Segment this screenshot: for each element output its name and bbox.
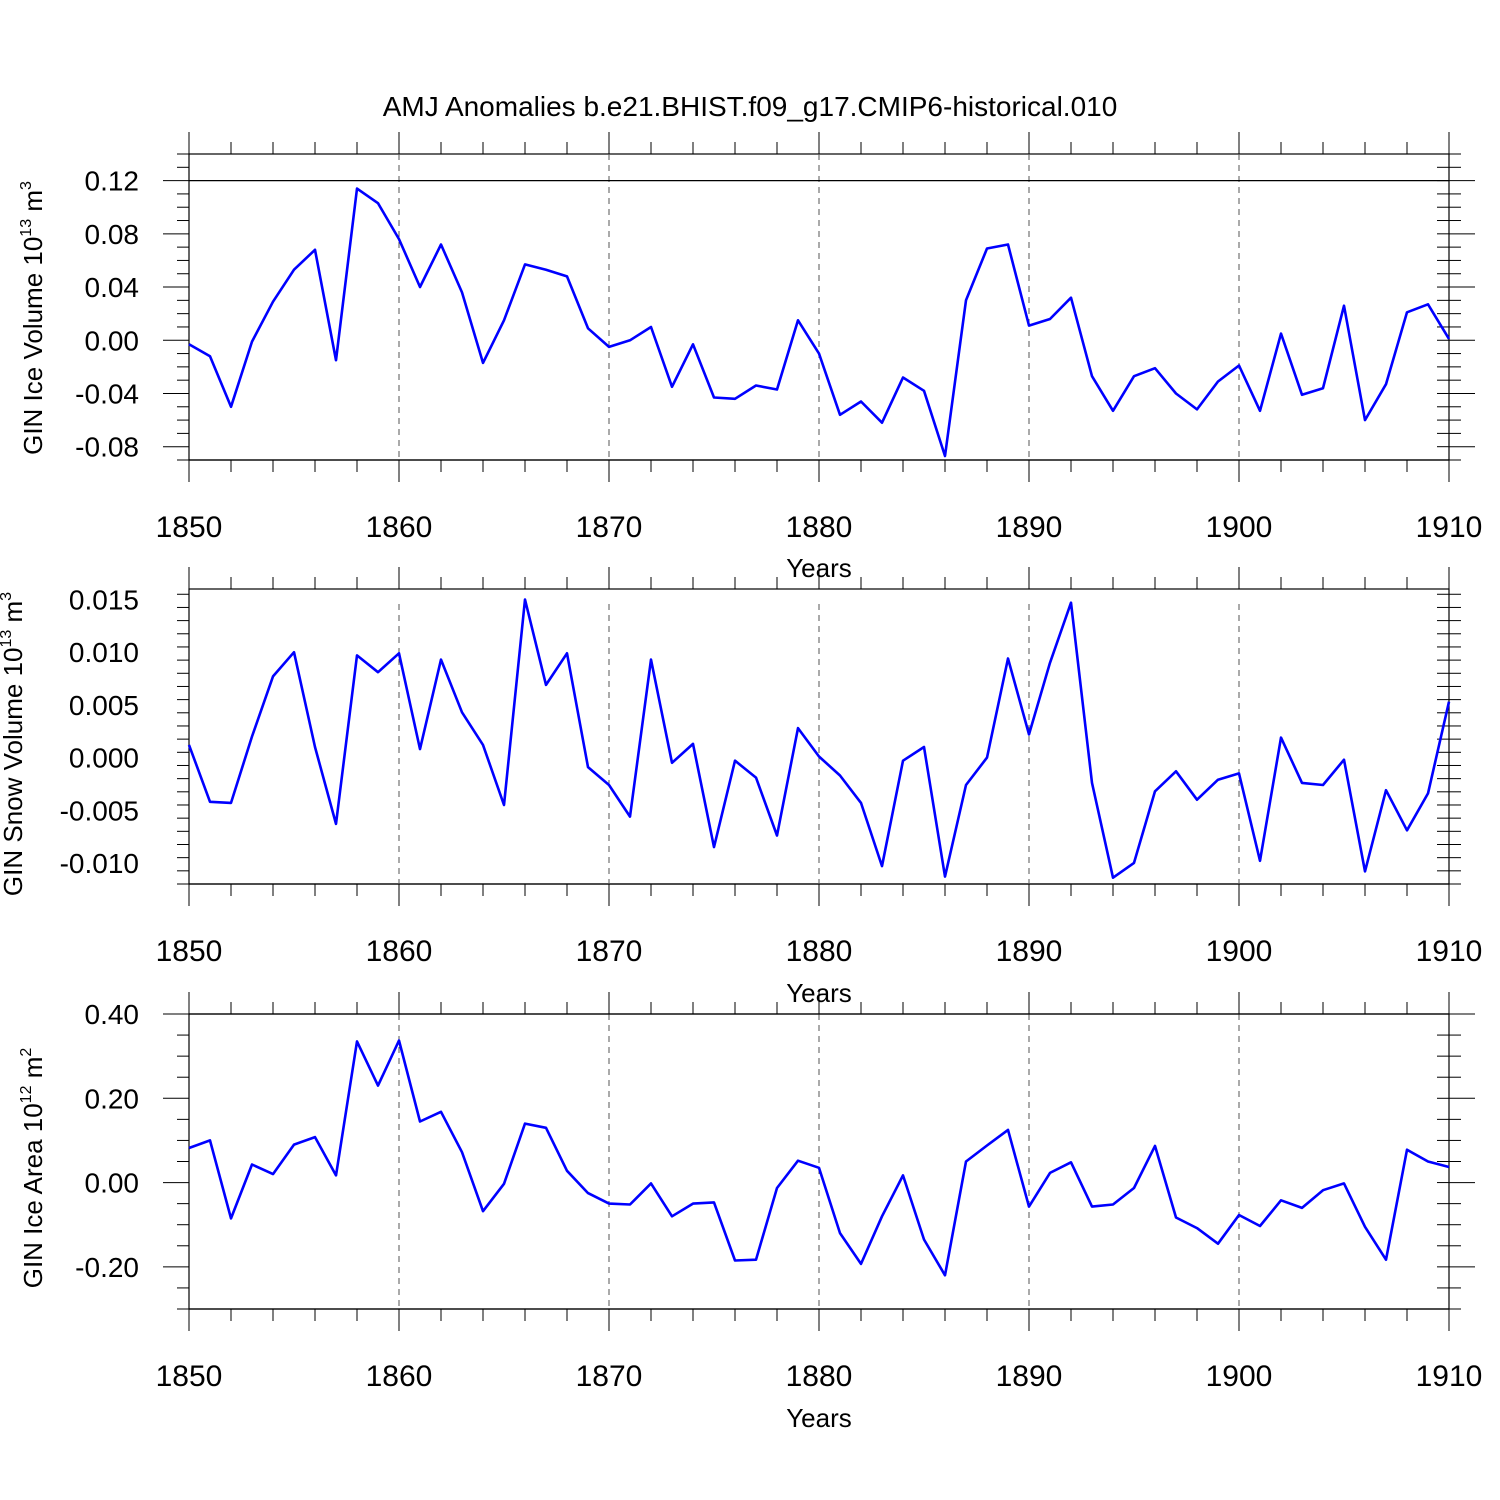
- chart-title: AMJ Anomalies b.e21.BHIST.f09_g17.CMIP6-…: [383, 91, 1118, 122]
- ytick-label-ice-volume: 0.00: [85, 325, 140, 356]
- ylabel-ice-volume: GIN Ice Volume 1013 m3: [18, 181, 48, 455]
- ytick-label-snow-volume: 0.005: [69, 690, 139, 721]
- xtick-label-ice-area-1880: 1880: [786, 1360, 853, 1393]
- xtick-label-ice-area-1910: 1910: [1416, 1360, 1483, 1393]
- xtick-label-snow-volume-1860: 1860: [366, 935, 433, 968]
- ytick-label-ice-volume: 0.12: [85, 166, 140, 197]
- ytick-label-snow-volume: -0.005: [60, 795, 139, 826]
- ytick-label-ice-volume: -0.08: [75, 432, 139, 463]
- xtick-label-ice-area-1890: 1890: [996, 1360, 1063, 1393]
- xtick-label-ice-area-1870: 1870: [576, 1360, 643, 1393]
- ytick-label-snow-volume: 0.015: [69, 585, 139, 616]
- xtick-label-ice-area-1900: 1900: [1206, 1360, 1273, 1393]
- ytick-label-ice-area: 0.00: [85, 1168, 140, 1199]
- ylabel-ice-area: GIN Ice Area 1012 m2: [18, 1048, 48, 1289]
- panel-ice-volume: GIN Ice Volume 1013 m3 Years 1850 1860 187…: [18, 132, 1482, 583]
- xtick-label-ice-area-1860: 1860: [366, 1360, 433, 1393]
- xtick-label-snow-volume-1880: 1880: [786, 935, 853, 968]
- xtick-label-snow-volume-1870: 1870: [576, 935, 643, 968]
- xtick-label-ice-volume-1860: 1860: [366, 511, 433, 544]
- ytick-label-ice-area: 0.40: [85, 999, 140, 1030]
- xtick-label-ice-volume-1910: 1910: [1416, 511, 1483, 544]
- ylabel-snow-volume: GIN Snow Volume 1013 m3: [0, 592, 28, 896]
- xlabel-ice-area: Years: [786, 1403, 852, 1433]
- ytick-label-snow-volume: 0.010: [69, 637, 139, 668]
- xtick-label-ice-area-1850: 1850: [156, 1360, 223, 1393]
- panel-snow-volume: GIN Snow Volume 1013 m3 Years 1850186018…: [0, 567, 1482, 1008]
- xtick-label-snow-volume-1900: 1900: [1206, 935, 1273, 968]
- panel-ice-area: GIN Ice Area 1012 m2 Years 1850 1860 1870 1…: [18, 992, 1482, 1433]
- ytick-label-snow-volume: 0.000: [69, 743, 139, 774]
- xtick-label-snow-volume-1850: 1850: [156, 935, 223, 968]
- ytick-label-ice-volume: 0.04: [85, 272, 140, 303]
- xtick-label-ice-volume-1900: 1900: [1206, 511, 1273, 544]
- ytick-label-ice-area: 0.20: [85, 1083, 140, 1114]
- ytick-label-ice-volume: -0.04: [75, 378, 139, 409]
- xtick-label-ice-volume-1890: 1890: [996, 511, 1063, 544]
- ytick-label-ice-area: -0.20: [75, 1252, 139, 1283]
- xtick-label-ice-volume-1850: 1850: [156, 511, 223, 544]
- ytick-label-snow-volume: -0.010: [60, 848, 139, 879]
- ytick-label-ice-volume: 0.08: [85, 219, 140, 250]
- xtick-label-ice-volume-1880: 1880: [786, 511, 853, 544]
- xtick-label-ice-volume-1870: 1870: [576, 511, 643, 544]
- xtick-label-snow-volume-1890: 1890: [996, 935, 1063, 968]
- xtick-label-snow-volume-1910: 1910: [1416, 935, 1483, 968]
